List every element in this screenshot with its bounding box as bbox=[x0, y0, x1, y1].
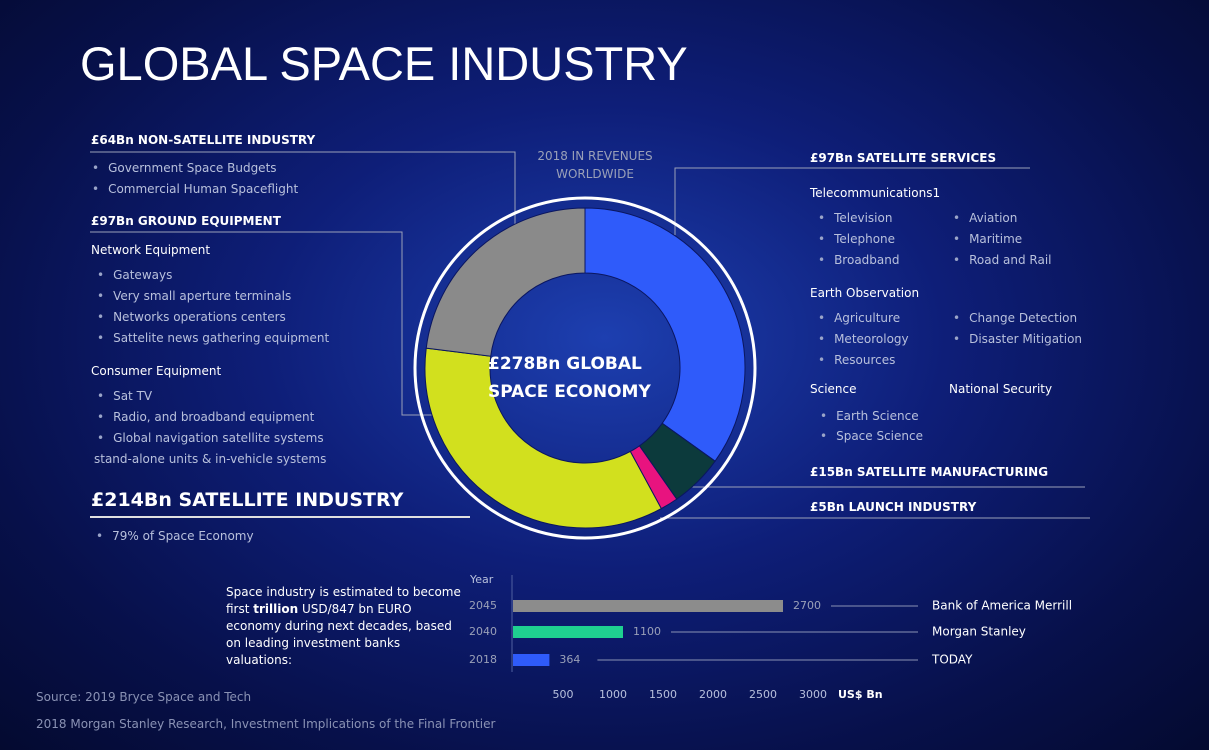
x-tick-label: 2500 bbox=[749, 688, 777, 701]
title: GLOBAL SPACE INDUSTRY bbox=[80, 37, 688, 90]
item: Networks operations centers bbox=[97, 310, 286, 324]
pie-title: £278Bn GLOBAL SPACE ECONOMY bbox=[488, 354, 651, 402]
heading: £5Bn LAUNCH INDUSTRY bbox=[810, 500, 977, 514]
bar bbox=[513, 626, 623, 638]
annotation: TODAY bbox=[931, 653, 973, 667]
bar bbox=[513, 600, 783, 612]
item: Resources bbox=[818, 353, 895, 367]
value-label: 364 bbox=[559, 653, 580, 666]
item: Earth Science bbox=[820, 409, 919, 423]
item: Sattelite news gathering equipment bbox=[97, 331, 329, 345]
y-axis-label: Year bbox=[469, 573, 494, 586]
item: 79% of Space Economy bbox=[96, 529, 254, 543]
item: Television bbox=[818, 211, 892, 225]
item: Maritime bbox=[953, 232, 1022, 246]
x-tick-label: 3000 bbox=[799, 688, 827, 701]
source: 2018 Morgan Stanley Research, Investment… bbox=[36, 717, 496, 731]
value-label: 1100 bbox=[633, 625, 661, 638]
x-tick-label: 2000 bbox=[699, 688, 727, 701]
donut-ring bbox=[413, 196, 757, 540]
heading: £15Bn SATELLITE MANUFACTURING bbox=[810, 465, 1049, 479]
item: Very small aperture terminals bbox=[97, 289, 291, 303]
subheading: Telecommunications1 bbox=[810, 186, 941, 200]
y-tick-label: 2018 bbox=[469, 653, 497, 666]
donut-segment bbox=[424, 347, 662, 529]
y-tick-label: 2045 bbox=[469, 599, 497, 612]
item: Commercial Human Spaceflight bbox=[92, 182, 298, 196]
note: stand-alone units & in-vehicle systems bbox=[94, 452, 327, 466]
y-tick-label: 2040 bbox=[469, 625, 497, 638]
connector bbox=[90, 231, 438, 416]
item: Telephone bbox=[818, 232, 895, 246]
x-axis-label: US$ Bn bbox=[838, 688, 883, 701]
item: Aviation bbox=[953, 211, 1017, 225]
item: Gateways bbox=[97, 268, 172, 282]
value-label: 2700 bbox=[793, 599, 821, 612]
heading: £97Bn SATELLITE SERVICES bbox=[810, 151, 997, 165]
item: Government Space Budgets bbox=[92, 161, 276, 175]
annotation: Morgan Stanley bbox=[932, 625, 1026, 639]
subheading: Science bbox=[810, 382, 857, 396]
bar-note: Space industry is estimated to become fi… bbox=[226, 584, 461, 669]
heading: £214Bn SATELLITE INDUSTRY bbox=[91, 489, 404, 511]
item: Meteorology bbox=[818, 332, 909, 346]
item: Radio, and broadband equipment bbox=[97, 410, 314, 424]
x-tick-label: 500 bbox=[553, 688, 574, 701]
connector bbox=[674, 167, 1030, 235]
item: Road and Rail bbox=[953, 253, 1051, 267]
subheading: Earth Observation bbox=[810, 286, 920, 300]
donut-segment bbox=[584, 207, 746, 462]
item: Sat TV bbox=[97, 389, 152, 403]
heading: £97Bn GROUND EQUIPMENT bbox=[91, 214, 281, 228]
donut-segment bbox=[425, 207, 586, 357]
item: Change Detection bbox=[953, 311, 1077, 325]
pie-subtitle: 2018 IN REVENUES WORLDWIDE bbox=[537, 149, 653, 181]
subheading: Consumer Equipment bbox=[91, 364, 222, 378]
subheading: National Security bbox=[949, 382, 1053, 396]
item: Agriculture bbox=[818, 311, 900, 325]
item: Disaster Mitigation bbox=[953, 332, 1082, 346]
item: Broadband bbox=[818, 253, 899, 267]
x-tick-label: 1000 bbox=[599, 688, 627, 701]
note-emphasis: trillion bbox=[253, 602, 299, 616]
bar bbox=[513, 654, 550, 666]
item: Space Science bbox=[820, 429, 923, 443]
note-text: USD/847 bn EURO economy during next deca… bbox=[226, 602, 452, 667]
heading: £64Bn NON-SATELLITE INDUSTRY bbox=[91, 133, 316, 147]
subheading: Network Equipment bbox=[91, 243, 211, 257]
source: Source: 2019 Bryce Space and Tech bbox=[36, 690, 252, 704]
annotation: Bank of America Merrill bbox=[932, 599, 1072, 613]
x-tick-label: 1500 bbox=[649, 688, 677, 701]
item: Global navigation satellite systems bbox=[97, 431, 324, 445]
note-text: Space industry is estimated to become fi… bbox=[226, 585, 461, 616]
